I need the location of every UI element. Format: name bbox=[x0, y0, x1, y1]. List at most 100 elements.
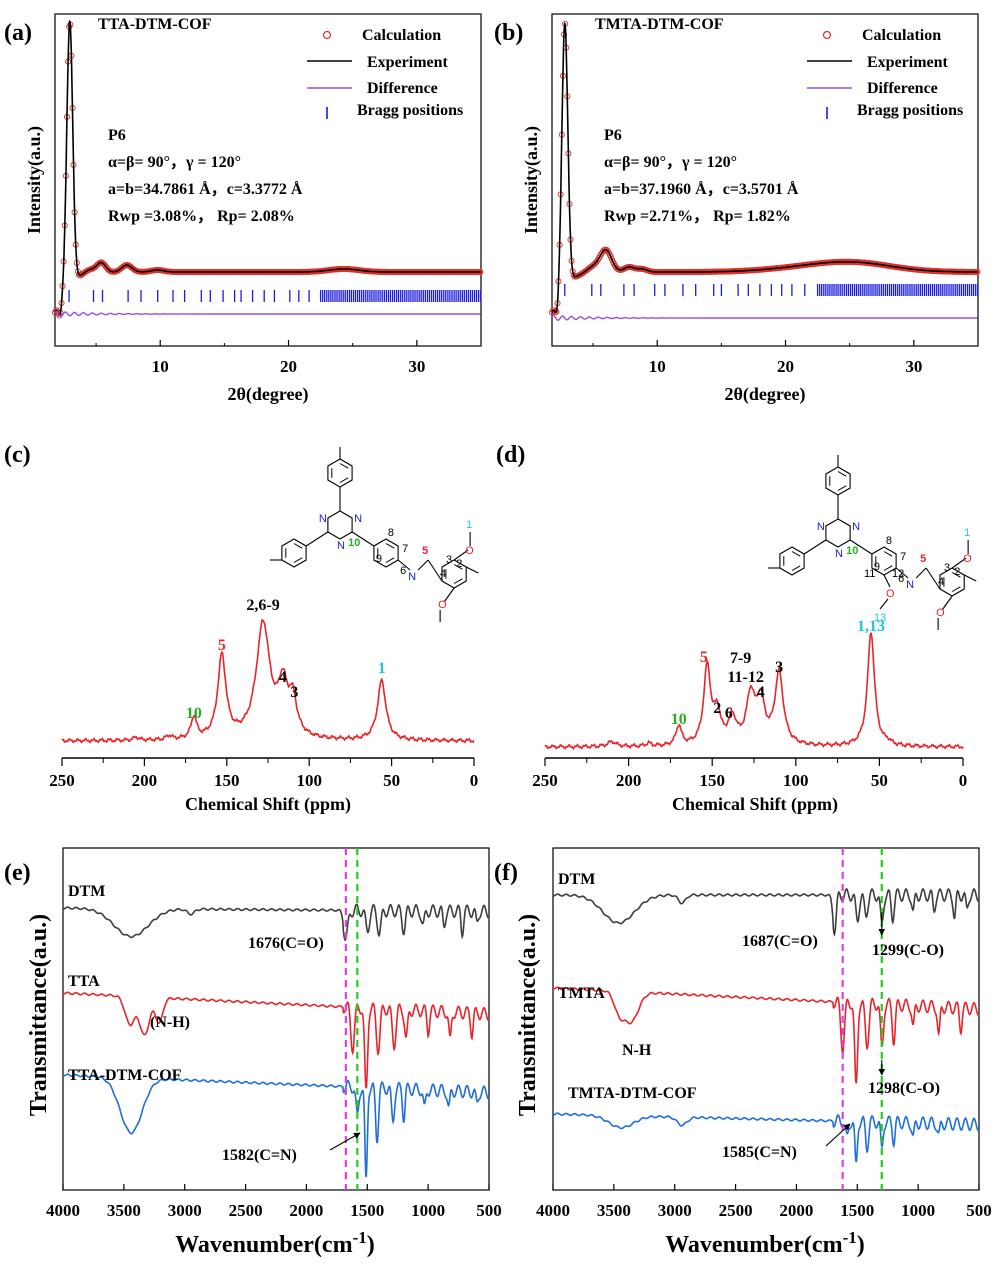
ftir-line-dtm bbox=[63, 903, 490, 942]
atom-index-7: 7 bbox=[900, 551, 906, 563]
x-axis-c: 250 200 150 100 50 0 bbox=[49, 757, 479, 790]
annotation-1299-dtm: 1299(C-O) bbox=[872, 942, 944, 959]
atom-n: N bbox=[817, 521, 825, 533]
bond bbox=[417, 559, 429, 571]
phenyl-right-double bbox=[385, 543, 395, 549]
atom-index-13: 13 bbox=[874, 612, 886, 624]
difference-line bbox=[551, 314, 978, 322]
atom-index-2: 2 bbox=[456, 558, 462, 570]
x-tick-label: 2000 bbox=[289, 1201, 323, 1220]
x-axis-label-f: Wavenumber(cm-1) bbox=[665, 1228, 864, 1258]
x-tick-label: 3500 bbox=[107, 1201, 141, 1220]
bond bbox=[427, 559, 443, 582]
lattice-info-line: Rwp =2.71%， Rp= 1.82% bbox=[604, 208, 791, 225]
ftir-plot-f bbox=[553, 848, 980, 1190]
peak-label: 4 bbox=[279, 669, 287, 686]
x-tick-label: 30 bbox=[408, 357, 425, 376]
x-axis-a: 10 20 30 bbox=[95, 340, 425, 376]
bond bbox=[925, 567, 941, 590]
x-axis-b: 10 20 30 bbox=[592, 340, 922, 376]
atom-index-6: 6 bbox=[400, 565, 406, 577]
x-axis-label-d: Chemical Shift (ppm) bbox=[672, 794, 838, 815]
lattice-info-line: P6 bbox=[604, 127, 622, 144]
x-tick-label: 20 bbox=[777, 357, 794, 376]
phenyl-left-double bbox=[791, 551, 801, 557]
atom-index-11: 11 bbox=[864, 568, 875, 580]
series-label-dtm: DTM bbox=[68, 883, 105, 900]
peak-label: 2 bbox=[713, 700, 721, 717]
lattice-info-b: P6 α=β= 90°，γ = 120° a=b=37.1960 Å，c=3.570… bbox=[604, 127, 799, 225]
x-tick-label: 3000 bbox=[168, 1201, 202, 1220]
atom-index-6: 6 bbox=[898, 573, 904, 585]
panel-label-c: (c) bbox=[4, 442, 31, 468]
atom-o: O bbox=[465, 545, 474, 557]
phenyl-right-double bbox=[883, 565, 893, 571]
atom-index-4: 4 bbox=[440, 568, 446, 580]
peak-label: 4 bbox=[757, 684, 765, 701]
legend-a: Calculation Experiment Difference Bragg pos… bbox=[307, 27, 463, 119]
atom-o: O bbox=[963, 553, 972, 565]
phenyl-left bbox=[779, 546, 805, 576]
x-tick-label: 250 bbox=[49, 771, 75, 790]
xrd-plot-a bbox=[51, 19, 484, 319]
atom-index-12: 12 bbox=[892, 568, 904, 580]
x-tick-label: 0 bbox=[959, 771, 968, 790]
atom-index-9: 9 bbox=[376, 553, 382, 565]
panel-title-b: TMTA-DTM-COF bbox=[595, 16, 724, 33]
atom-index-4: 4 bbox=[938, 576, 944, 588]
plot-frame-e bbox=[62, 847, 490, 1191]
phenyl-right bbox=[373, 538, 399, 568]
x-tick-label: 200 bbox=[616, 771, 642, 790]
bond bbox=[397, 559, 411, 571]
x-tick-label: 3000 bbox=[658, 1201, 692, 1220]
x-axis-f: 4000 3500 3000 2500 2000 1500 1000 500 bbox=[536, 1184, 992, 1220]
plot-frame-f bbox=[552, 847, 980, 1191]
phenyl-left-double bbox=[791, 565, 801, 571]
phenyl-left-double bbox=[293, 557, 303, 563]
legend-label-bragg: Bragg positions bbox=[857, 102, 963, 119]
difference-line bbox=[54, 310, 481, 318]
peak-label: 5 bbox=[218, 637, 226, 654]
x-axis-label-f-main: Wavenumber(cm bbox=[665, 1232, 842, 1258]
peak-labels-c: 10 5 2,6-9 43 1 bbox=[186, 597, 386, 722]
x-tick-label: 2500 bbox=[229, 1201, 263, 1220]
series-label-dtm: DTM bbox=[558, 871, 595, 888]
x-tick-label: 0 bbox=[470, 771, 479, 790]
annotation-1582: 1582(C=N) bbox=[222, 1147, 297, 1164]
peak-label: 10 bbox=[671, 711, 687, 728]
phenyl-right-double bbox=[883, 551, 893, 557]
ftir-labels-f: DTM TMTA TMTA-DTM-COF 1687(C=O) 1299(C-O) N-H… bbox=[558, 871, 944, 1161]
panel-e-ftir: (e) 4000 3500 3000 2500 2000 1500 1000 500 DTM T… bbox=[4, 847, 502, 1258]
phenyl-dimethoxy-double bbox=[453, 564, 463, 570]
bond bbox=[453, 549, 469, 561]
lattice-info-line: a=b=37.1960 Å，c=3.5701 Å bbox=[604, 180, 799, 198]
peak-label: 6 bbox=[725, 705, 733, 722]
bond bbox=[305, 531, 329, 547]
legend-label-bragg: Bragg positions bbox=[357, 102, 463, 119]
experiment-line bbox=[54, 19, 481, 317]
atom-n: N bbox=[319, 513, 327, 525]
atom-index-3: 3 bbox=[944, 562, 950, 574]
phenyl-dimethoxy-double bbox=[453, 578, 463, 584]
phenyl-top-double bbox=[339, 477, 349, 483]
annotation-arrow bbox=[329, 1132, 361, 1151]
x-tick-label: 1000 bbox=[411, 1201, 445, 1220]
x-tick-label: 1000 bbox=[901, 1201, 935, 1220]
bond bbox=[879, 598, 889, 610]
x-tick-label: 200 bbox=[132, 771, 158, 790]
panel-title-a: TTA-DTM-COF bbox=[98, 16, 212, 33]
peak-label: 2,6-9 bbox=[246, 597, 279, 614]
x-axis-label-f-close: ) bbox=[857, 1232, 865, 1258]
annotation-1298: 1298(C-O) bbox=[868, 1080, 940, 1097]
x-tick-label: 500 bbox=[476, 1201, 502, 1220]
atom-o: O bbox=[936, 607, 945, 619]
bond bbox=[895, 567, 909, 579]
atom-o: O bbox=[438, 599, 447, 611]
panel-label-e: (e) bbox=[4, 860, 31, 886]
bond bbox=[466, 566, 479, 574]
series-label-tta: TTA bbox=[68, 973, 100, 990]
nmr-line bbox=[544, 632, 964, 750]
y-axis-label-e: Transmittance(a.u.) bbox=[26, 914, 52, 1116]
